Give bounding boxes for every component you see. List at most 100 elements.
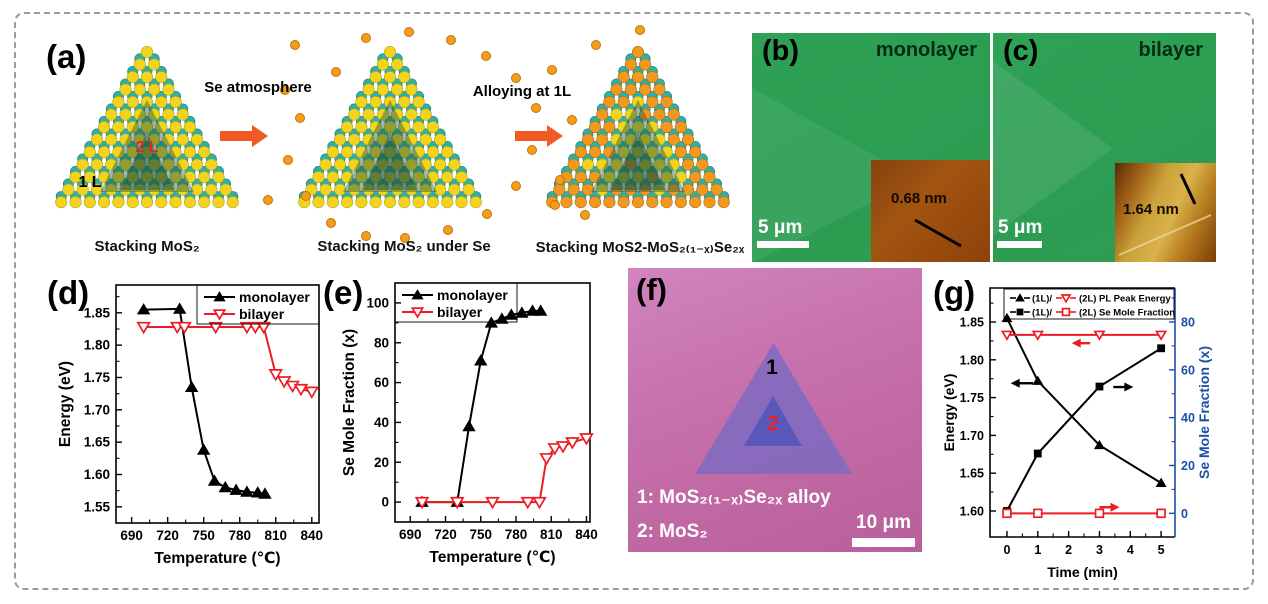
svg-text:840: 840	[301, 528, 324, 543]
panel-b-label: (b)	[762, 35, 800, 67]
svg-text:840: 840	[575, 527, 598, 542]
panel-f-scalebar	[852, 538, 915, 547]
panel-c-scalebar-text: 5 μm	[998, 217, 1043, 238]
series--1l-pl-peak-energy	[1001, 312, 1167, 487]
svg-text:720: 720	[434, 527, 457, 542]
svg-text:690: 690	[120, 528, 143, 543]
figure-border	[14, 12, 1254, 590]
svg-text:720: 720	[156, 528, 179, 543]
svg-text:bilayer: bilayer	[239, 306, 285, 322]
svg-text:690: 690	[399, 527, 422, 542]
panel-c-micrograph: (c) bilayer 5 μm 1.64 nm	[993, 33, 1216, 262]
svg-text:Energy (eV): Energy (eV)	[57, 361, 74, 447]
svg-text:0: 0	[1003, 543, 1010, 557]
afm-height-profile-line	[1118, 173, 1212, 256]
mos2-lattice	[55, 45, 239, 209]
svg-text:1.60: 1.60	[960, 504, 984, 518]
svg-text:1.85: 1.85	[960, 316, 984, 330]
svg-text:80: 80	[374, 335, 389, 350]
series--2l-se-mole-fraction	[1002, 508, 1166, 519]
svg-text:monolayer: monolayer	[239, 289, 310, 305]
panel-b-micrograph: (b) monolayer 5 μm 0.68 nm	[752, 33, 990, 262]
bilayer-overlay	[343, 100, 437, 192]
panel-b-scalebar	[757, 241, 809, 248]
svg-text:750: 750	[469, 527, 492, 542]
panel-b-scalebar-text: 5 μm	[758, 217, 803, 238]
region-2-marker: 2	[767, 412, 779, 435]
panel-c-title: bilayer	[1138, 39, 1203, 61]
series-monolayer	[136, 302, 272, 499]
panel-c-label: (c)	[1003, 35, 1039, 67]
svg-text:4: 4	[1127, 543, 1134, 557]
afm-height-profile-line	[914, 218, 962, 248]
svg-text:Time (min): Time (min)	[1047, 564, 1118, 580]
bilayer-overlay	[591, 100, 685, 192]
panel-f-scalebar-text: 10 μm	[856, 512, 911, 533]
svg-text:monolayer: monolayer	[437, 287, 508, 303]
se-atmosphere-label: Se atmosphere	[204, 79, 312, 96]
panel-f-legend-line2: 2: MoS₂	[637, 521, 708, 542]
panel-e-label: (e)	[323, 274, 364, 311]
svg-text:Se Mole Fraction (x): Se Mole Fraction (x)	[1196, 346, 1212, 479]
svg-text:1.75: 1.75	[960, 391, 984, 405]
svg-text:750: 750	[192, 528, 215, 543]
process-arrow	[515, 125, 563, 147]
svg-text:(2L) PL Peak Energy: (2L) PL Peak Energy	[1079, 294, 1171, 305]
panel-c-scalebar	[997, 241, 1042, 248]
bilayer-flake-outline	[993, 61, 1113, 236]
alloying-label: Alloying at 1L	[472, 83, 572, 100]
svg-text:5: 5	[1158, 543, 1165, 557]
axis-direction-arrow	[1010, 378, 1034, 388]
panel-f-legend-line1: 1: MoS₂₍₁₋ₓ₎Se₂ₓ alloy	[637, 487, 831, 508]
series-bilayer	[414, 433, 594, 510]
svg-text:20: 20	[374, 455, 389, 470]
panel-c-afm-inset: 1.64 nm	[1115, 163, 1216, 262]
bilayer-overlay	[100, 100, 194, 192]
panel-c-thickness-label: 1.64 nm	[1123, 201, 1179, 218]
svg-text:bilayer: bilayer	[437, 304, 483, 320]
svg-text:40: 40	[1181, 411, 1195, 425]
svg-text:Se Mole Fraction (x): Se Mole Fraction (x)	[341, 329, 358, 476]
mos2-lattice	[298, 45, 482, 209]
se-atoms-scatter	[263, 25, 645, 243]
panel-g-label: (g)	[933, 274, 976, 311]
svg-text:1.70: 1.70	[84, 402, 110, 417]
svg-text:Energy (eV): Energy (eV)	[941, 374, 957, 452]
panel-b-title: monolayer	[875, 39, 977, 61]
svg-text:1.85: 1.85	[84, 305, 111, 320]
svg-text:1.65: 1.65	[960, 467, 984, 481]
panel-e-mole-fraction-chart: 690 720 750 780 810 840 0 20 40 60 80 100 Temperatur…	[341, 282, 598, 566]
caption-stacking-mos2: Stacking MoS₂	[94, 238, 200, 255]
svg-text:(1L)/: (1L)/	[1032, 294, 1052, 305]
svg-text:(1L)/: (1L)/	[1032, 308, 1052, 319]
svg-text:1.75: 1.75	[84, 370, 111, 385]
region-1-marker: 1	[766, 356, 778, 379]
chart-legend: (1L)/ (2L) PL Peak Energy (1L)/ (2L) Se Mol…	[1003, 288, 1175, 320]
panel-d-label: (d)	[47, 274, 90, 311]
series--2l-pl-peak-energy	[1000, 330, 1168, 341]
svg-text:1.70: 1.70	[960, 429, 984, 443]
svg-text:810: 810	[264, 528, 287, 543]
svg-text:2: 2	[1065, 543, 1072, 557]
series-bilayer	[136, 321, 320, 399]
caption-stacking-under-se: Stacking MoS₂ under Se	[317, 238, 491, 255]
svg-text:40: 40	[374, 415, 389, 430]
svg-text:80: 80	[1181, 315, 1195, 329]
panel-a-schematic	[55, 25, 730, 243]
alloy-lattice	[546, 45, 730, 209]
svg-text:0: 0	[1181, 507, 1188, 521]
svg-text:Temperature (℃): Temperature (℃)	[429, 549, 555, 566]
svg-text:1.55: 1.55	[84, 499, 111, 514]
svg-text:3: 3	[1096, 543, 1103, 557]
panel-d-energy-chart: 690 720 750 780 810 840 1.55 1.60 1.65 1.70 1.75 1.…	[57, 284, 324, 567]
svg-text:1: 1	[1034, 543, 1041, 557]
svg-text:60: 60	[1181, 363, 1195, 377]
bilayer-region-label: 2 L	[135, 139, 159, 156]
process-arrow	[220, 125, 268, 147]
axis-direction-arrow	[1099, 502, 1120, 512]
svg-text:1.65: 1.65	[84, 435, 111, 450]
panel-g-dual-axis-chart: 0 1 2 3 4 5 1.60 1.65 1.70 1.75 1.80 1.85 0 20 40 60 80 T…	[941, 287, 1212, 580]
svg-text:(2L) Se Mole Fraction: (2L) Se Mole Fraction	[1079, 308, 1175, 319]
svg-text:810: 810	[540, 527, 563, 542]
